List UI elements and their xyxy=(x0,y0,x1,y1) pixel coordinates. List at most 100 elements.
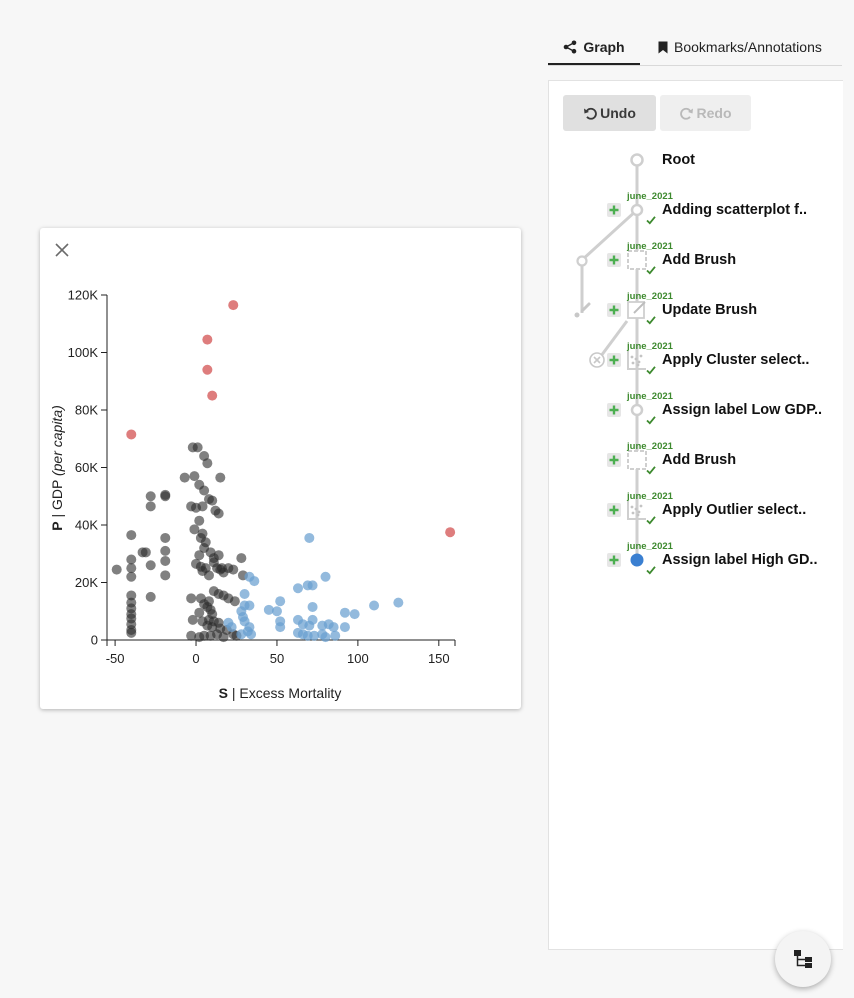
scatterplot-card: 0 20K 40K 60K 80K 100K 120K -50 0 50 100 150 S | Ex… xyxy=(40,228,521,709)
scatter-point-cluster-black xyxy=(207,495,218,506)
scatter-point-cluster-black xyxy=(215,472,226,483)
scatter-point-cluster-black xyxy=(160,489,171,500)
add-annotation-button[interactable] xyxy=(607,303,621,317)
outlier-select-icon[interactable] xyxy=(627,501,646,520)
scatter-point-cluster-blue xyxy=(349,609,360,620)
share-nodes-icon xyxy=(564,40,577,54)
branch-node-icon[interactable] xyxy=(576,255,588,267)
history-node-label[interactable]: Update Brush xyxy=(662,302,758,318)
plus-icon xyxy=(609,255,619,265)
y-tick-label: 120K xyxy=(68,288,99,303)
add-annotation-button[interactable] xyxy=(607,503,621,517)
root-node-icon[interactable] xyxy=(630,153,644,167)
brush-square-icon[interactable] xyxy=(627,250,647,270)
plus-icon xyxy=(609,205,619,215)
scatter-point-outlier xyxy=(202,334,213,345)
add-annotation-button[interactable] xyxy=(607,203,621,217)
redo-icon xyxy=(679,107,693,120)
scatter-point-cluster-black xyxy=(160,532,171,543)
history-tree xyxy=(574,153,647,567)
tab-graph[interactable]: Graph xyxy=(548,30,640,65)
cancel-circle-icon[interactable] xyxy=(589,352,605,368)
provenance-graph-panel: Undo Redo Root june_2021 Adding scatterpl… xyxy=(548,80,843,950)
tab-graph-label: Graph xyxy=(583,39,625,55)
history-node-date: june_2021 xyxy=(627,541,673,552)
check-icon xyxy=(646,462,656,475)
scatter-point-cluster-blue xyxy=(239,589,250,599)
brush-square-icon[interactable] xyxy=(627,450,647,470)
undo-icon xyxy=(584,107,597,120)
scatter-point-cluster-black xyxy=(160,570,171,581)
scatter-point-cluster-black xyxy=(186,593,197,604)
history-node-label[interactable]: Add Brush xyxy=(662,452,737,468)
scatterplot-chart[interactable]: 0 20K 40K 60K 80K 100K 120K -50 0 50 100 150 S | Ex… xyxy=(40,228,521,709)
history-node-label[interactable]: Assign label Low GDP.. xyxy=(662,402,823,418)
scatter-point-outlier xyxy=(126,429,137,440)
add-annotation-button[interactable] xyxy=(607,553,621,567)
scatter-point-cluster-black xyxy=(194,607,205,618)
history-node-label[interactable]: Apply Cluster select.. xyxy=(662,352,810,368)
x-axis-label: S | Excess Mortality xyxy=(219,685,342,701)
scatter-point-cluster-black xyxy=(126,590,137,601)
history-node-label[interactable]: Add Brush xyxy=(662,252,737,268)
scatter-point-cluster-blue xyxy=(307,580,318,591)
history-node-date: june_2021 xyxy=(627,291,673,302)
close-icon[interactable] xyxy=(52,240,72,260)
add-annotation-button[interactable] xyxy=(607,353,621,367)
plus-icon xyxy=(609,505,619,515)
cluster-select-icon[interactable] xyxy=(627,351,646,370)
scatter-point-cluster-black xyxy=(126,554,137,565)
history-node-date: june_2021 xyxy=(627,441,673,452)
scatter-point-cluster-blue xyxy=(307,601,318,612)
scatter-point-cluster-blue xyxy=(320,632,331,643)
scatter-point-cluster-black xyxy=(160,545,171,556)
scatter-point-outlier xyxy=(202,364,213,375)
add-annotation-button[interactable] xyxy=(607,453,621,467)
scatter-point-cluster-black xyxy=(199,485,210,496)
chart-axes: 0 20K 40K 60K 80K 100K 120K -50 0 50 100 150 xyxy=(68,288,456,666)
scatter-point-cluster-black xyxy=(126,530,137,541)
scatter-point-cluster-black xyxy=(194,515,205,526)
active-tab-indicator xyxy=(548,63,640,65)
history-node-date: june_2021 xyxy=(627,191,673,202)
scatter-point-cluster-black xyxy=(145,560,156,571)
brush-icon[interactable] xyxy=(574,302,591,318)
scatter-point-cluster-black xyxy=(189,471,200,482)
history-root-label[interactable]: Root xyxy=(662,152,696,168)
scatter-point-cluster-black xyxy=(213,550,224,561)
scatter-point-cluster-blue xyxy=(320,571,331,582)
hollow-circle-icon[interactable] xyxy=(630,403,644,417)
scatter-point-cluster-black xyxy=(145,591,156,602)
check-icon xyxy=(646,362,656,375)
scatter-point-cluster-black xyxy=(197,501,208,512)
undo-button[interactable]: Undo xyxy=(563,95,656,131)
scatter-point-cluster-black xyxy=(189,524,200,535)
history-node-label[interactable]: Assign label High GD.. xyxy=(662,552,818,568)
edit-icon[interactable] xyxy=(627,301,646,319)
add-annotation-button[interactable] xyxy=(607,403,621,417)
y-tick-label: 60K xyxy=(75,460,98,475)
scatter-point-cluster-blue xyxy=(292,583,303,594)
tab-bookmarks[interactable]: Bookmarks/Annotations xyxy=(658,30,822,64)
scatter-point-cluster-black xyxy=(194,632,205,643)
scatter-point-cluster-black xyxy=(111,564,122,575)
y-tick-label: 20K xyxy=(75,575,98,590)
plus-icon xyxy=(609,355,619,365)
scatter-point-cluster-blue xyxy=(275,596,286,607)
y-tick-label: 0 xyxy=(91,633,98,648)
current-node-icon[interactable] xyxy=(630,553,644,567)
history-node-date: june_2021 xyxy=(627,241,673,252)
history-node-label[interactable]: Apply Outlier select.. xyxy=(662,502,807,518)
history-node-label[interactable]: Adding scatterplot f.. xyxy=(662,202,807,218)
scatter-point-cluster-black xyxy=(194,550,205,561)
scatter-point-cluster-black xyxy=(187,614,198,625)
redo-button[interactable]: Redo xyxy=(660,95,751,131)
check-icon xyxy=(646,412,656,425)
scatter-point-cluster-black xyxy=(236,553,247,564)
add-annotation-button[interactable] xyxy=(607,253,621,267)
scatter-point-cluster-black xyxy=(126,563,137,574)
x-tick-label: 0 xyxy=(192,651,199,666)
hollow-circle-icon[interactable] xyxy=(630,203,644,217)
tree-view-toggle-button[interactable] xyxy=(775,931,831,987)
chart-points xyxy=(111,300,456,643)
